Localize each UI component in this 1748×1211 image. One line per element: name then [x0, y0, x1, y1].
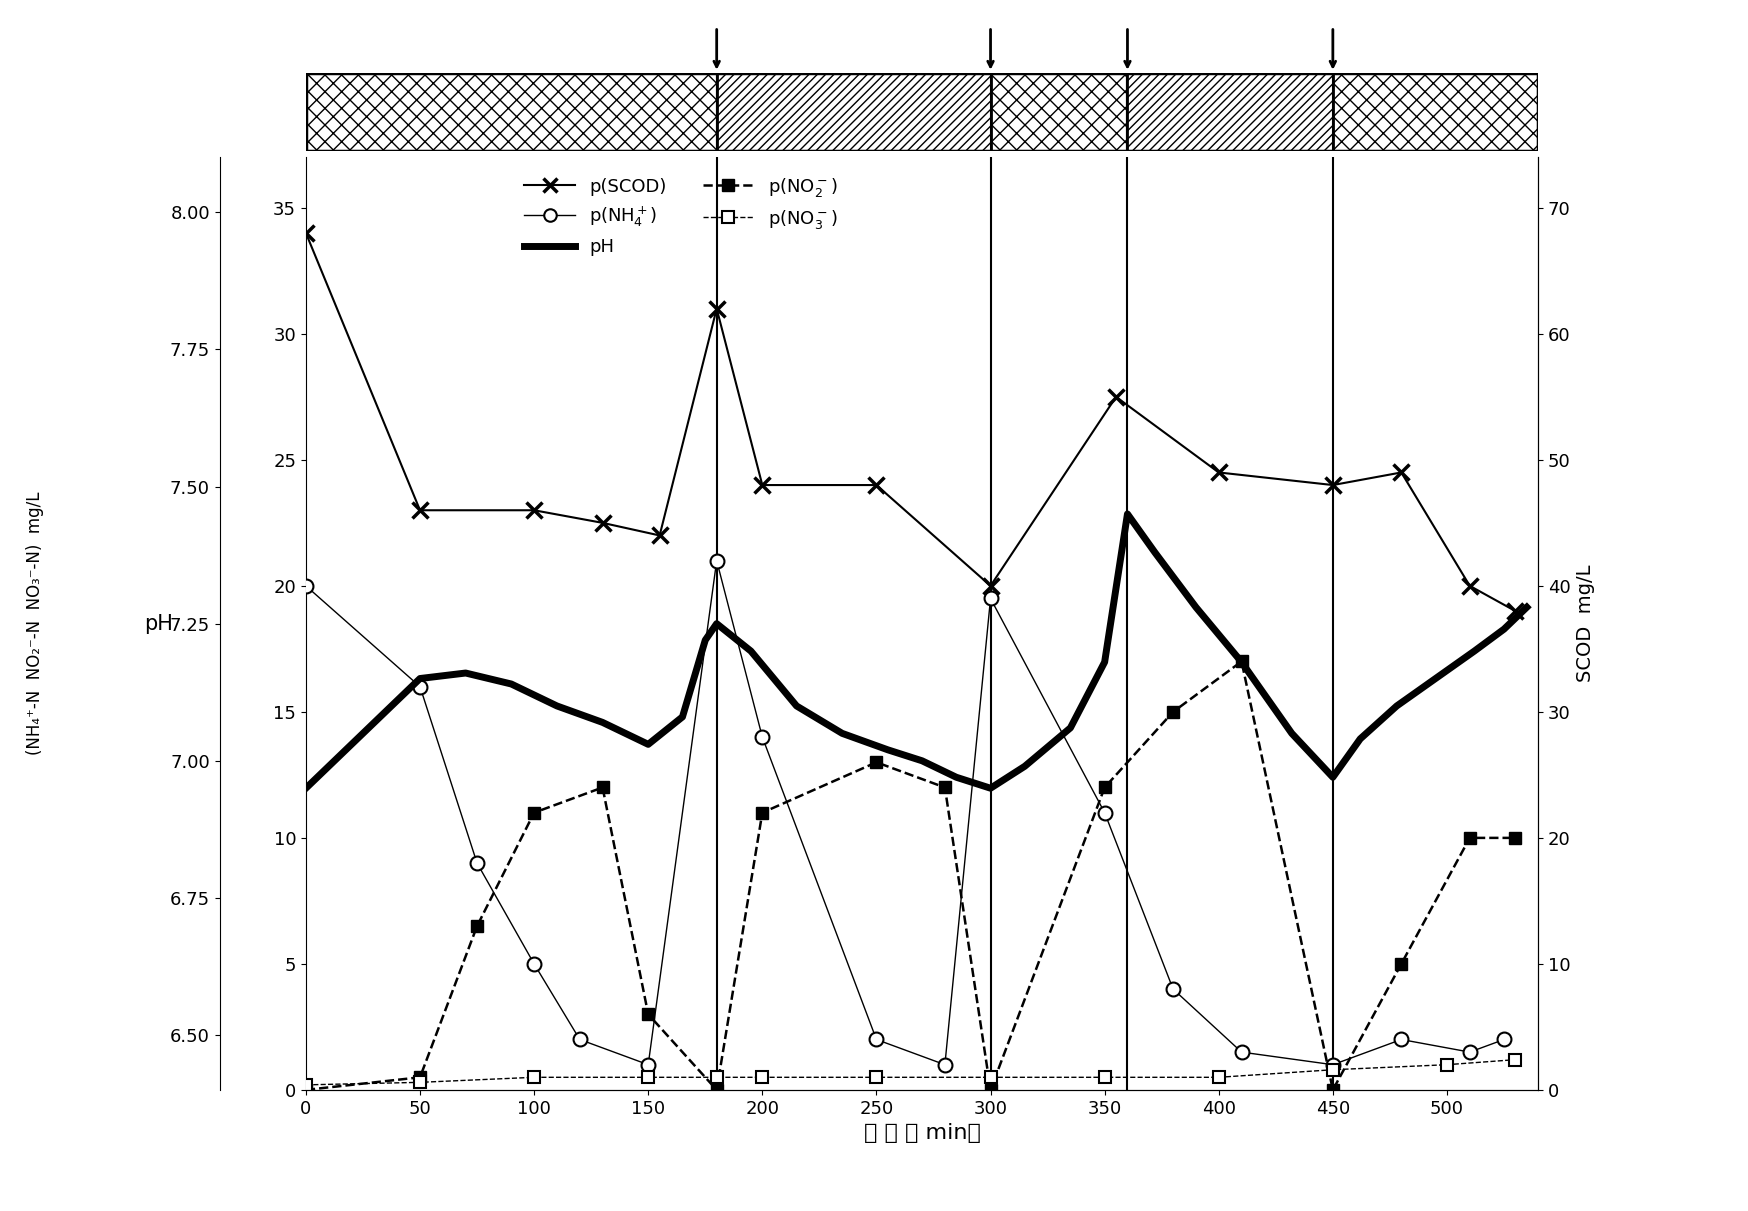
Bar: [1127, 73, 1334, 151]
Bar: [991, 73, 1127, 151]
X-axis label: 时 间 （ min）: 时 间 （ min）: [864, 1123, 981, 1143]
Bar: [306, 73, 717, 151]
Y-axis label: pH: pH: [143, 614, 173, 633]
Legend: p(SCOD), p(NH$_4^+$), pH, p(NO$_2^-$), p(NO$_3^-$): p(SCOD), p(NH$_4^+$), pH, p(NO$_2^-$), p…: [524, 176, 837, 257]
Text: (NH₄⁺-N  NO₂⁻-N  NO₃⁻-N)  mg/L: (NH₄⁺-N NO₂⁻-N NO₃⁻-N) mg/L: [26, 492, 44, 756]
Bar: [1332, 73, 1538, 151]
Bar: [717, 73, 991, 151]
Y-axis label: SCOD  mg/L: SCOD mg/L: [1577, 564, 1596, 683]
